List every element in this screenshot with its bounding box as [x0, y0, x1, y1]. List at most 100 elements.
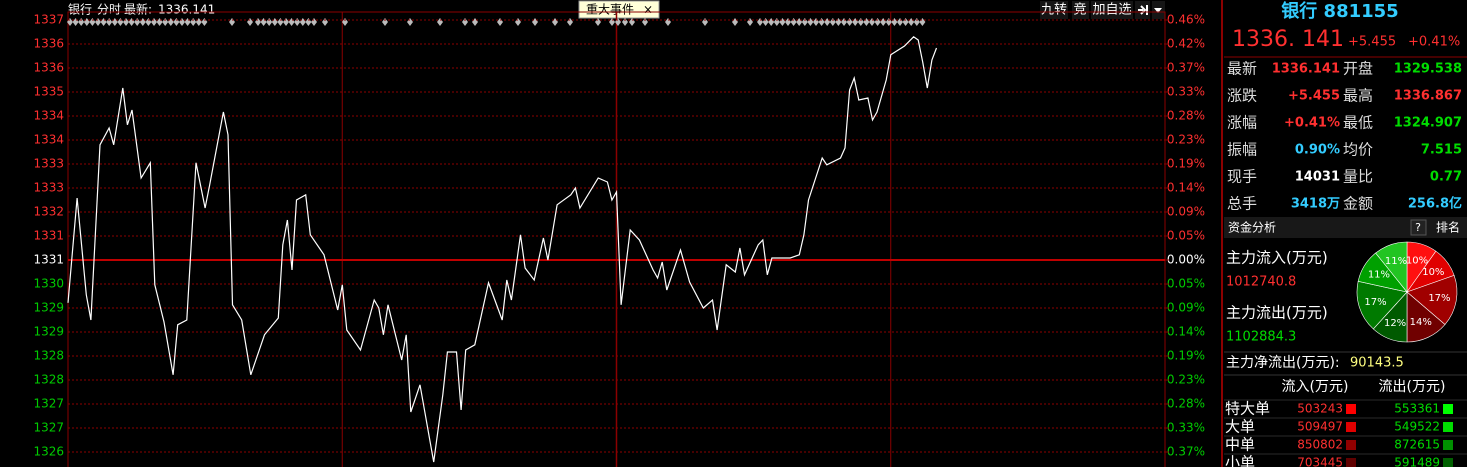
- y2-tick-label: 0.19%: [1167, 157, 1205, 171]
- event-marker: [266, 18, 273, 26]
- outflow-swatch: [1443, 458, 1453, 467]
- event-marker: [78, 18, 85, 26]
- y2-tick-label: 0.19%: [1167, 349, 1205, 363]
- quote-label: 金额: [1343, 195, 1373, 213]
- quote-value: 1329.538: [1394, 62, 1462, 77]
- outflow: 1102884.3: [1226, 330, 1296, 345]
- event-marker: [462, 18, 468, 26]
- quote-value: 1324.907: [1394, 116, 1462, 131]
- icon: [1154, 8, 1162, 13]
- inflow-cell: 503243: [1297, 402, 1343, 416]
- pie-label: 17%: [1364, 297, 1386, 308]
- help[interactable]: ?: [1415, 221, 1421, 234]
- quote-value: 3418万: [1291, 197, 1340, 212]
- event-marker: [622, 18, 628, 26]
- inflow-swatch: [1346, 440, 1356, 450]
- pie-label: 11%: [1385, 256, 1407, 267]
- outflow-cell: 553361: [1394, 402, 1440, 416]
- inflow-swatch: [1346, 422, 1356, 432]
- pie-label: 17%: [1428, 293, 1450, 304]
- y-tick-label: 1326: [33, 445, 64, 459]
- quote-label: 最低: [1343, 114, 1373, 132]
- net: 90143.5: [1350, 356, 1404, 371]
- table-header: 流入(万元): [1282, 379, 1349, 395]
- y-tick-label: 1336: [33, 37, 64, 51]
- quote-label: 涨幅: [1227, 114, 1257, 132]
- event-tag[interactable]: 重大事件 ×: [578, 0, 660, 19]
- net-label: 主力净流出(万元):: [1226, 355, 1340, 371]
- help-box[interactable]: [1410, 219, 1427, 236]
- panel-title: 银行 881155: [1281, 0, 1398, 22]
- event-label[interactable]: 重大事件: [586, 3, 634, 17]
- event-marker: [190, 18, 197, 26]
- inflow: 1012740.8: [1226, 275, 1296, 290]
- event-marker: [773, 18, 780, 26]
- row-label: 特大单: [1225, 400, 1270, 418]
- latest-value: 1336.141: [158, 3, 215, 17]
- inflow-cell: 703445: [1297, 456, 1343, 467]
- event-marker: [642, 18, 648, 26]
- quote-value: 256.8亿: [1408, 196, 1462, 212]
- y2-tick-label: 0.14%: [1167, 180, 1205, 194]
- quote-value: 1336.141: [1272, 62, 1340, 77]
- button-bg: [1072, 1, 1089, 19]
- quote-value: 1336.867: [1394, 89, 1462, 104]
- y2-tick-label: 0.46%: [1167, 13, 1205, 27]
- y-tick-label: 1333: [33, 181, 64, 195]
- y2-tick-label: 0.42%: [1167, 37, 1205, 51]
- event-marker: [106, 18, 113, 26]
- row-label: 大单: [1225, 418, 1255, 436]
- change: +5.455: [1348, 35, 1396, 50]
- button[interactable]: 加自选: [1092, 3, 1131, 18]
- button[interactable]: 竞: [1073, 2, 1086, 18]
- pie-label: 14%: [1410, 317, 1432, 328]
- event-marker: [294, 18, 301, 26]
- section-title: 资金分析: [1228, 220, 1276, 235]
- event-marker: [322, 18, 328, 26]
- y-tick-label: 1334: [33, 109, 64, 123]
- y2-tick-label: 0.05%: [1167, 228, 1205, 242]
- instrument: 银行: [68, 3, 92, 17]
- rank[interactable]: 排名: [1436, 220, 1460, 235]
- y-tick-label: 1337: [33, 13, 64, 27]
- y-tick-label: 1330: [33, 277, 64, 291]
- y2-tick-label: 0.28%: [1167, 109, 1205, 123]
- y2-tick-label: 0.37%: [1167, 61, 1205, 75]
- event-marker: [162, 18, 169, 26]
- pie-slice: [1375, 241, 1408, 293]
- event-marker: [382, 18, 388, 26]
- price: 1336. 141: [1232, 27, 1344, 52]
- y-tick-label: 1331: [33, 229, 64, 243]
- menu-icon[interactable]: [1152, 1, 1165, 19]
- outflow-swatch: [1443, 422, 1453, 432]
- latest-label: 最新:: [124, 2, 152, 17]
- pie-label: 10%: [1406, 256, 1428, 267]
- y-tick-label: 1327: [33, 397, 64, 411]
- pie-slice: [1356, 280, 1408, 330]
- exit-icon[interactable]: [1135, 1, 1150, 19]
- event-marker: [829, 18, 836, 26]
- event-marker: [913, 18, 920, 26]
- change-pct: +0.41%: [1408, 35, 1460, 50]
- button-bg: [1040, 1, 1068, 19]
- y-tick-label: 1328: [33, 373, 64, 387]
- pie-slice: [1406, 274, 1458, 325]
- quote-value: 14031: [1295, 170, 1340, 185]
- y2-tick-label: 0.33%: [1167, 421, 1205, 435]
- table-header: 流出(万元): [1379, 379, 1446, 395]
- quote-value: 0.90%: [1295, 143, 1340, 158]
- inflow-cell: 509497: [1297, 420, 1343, 434]
- quote-label: 最高: [1343, 87, 1373, 105]
- event-marker: [857, 18, 864, 26]
- y-tick-label: 1329: [33, 301, 64, 315]
- event-marker: [885, 18, 892, 26]
- quote-label: 开盘: [1343, 60, 1373, 78]
- y2-tick-label: 0.05%: [1167, 277, 1205, 291]
- button[interactable]: 九转: [1041, 3, 1067, 18]
- price-line: [67, 36, 938, 463]
- event-close[interactable]: ×: [643, 3, 653, 17]
- quote-label: 现手: [1227, 168, 1257, 186]
- event-marker: [702, 18, 708, 26]
- inflow-swatch: [1346, 404, 1356, 414]
- event-marker: [134, 18, 141, 26]
